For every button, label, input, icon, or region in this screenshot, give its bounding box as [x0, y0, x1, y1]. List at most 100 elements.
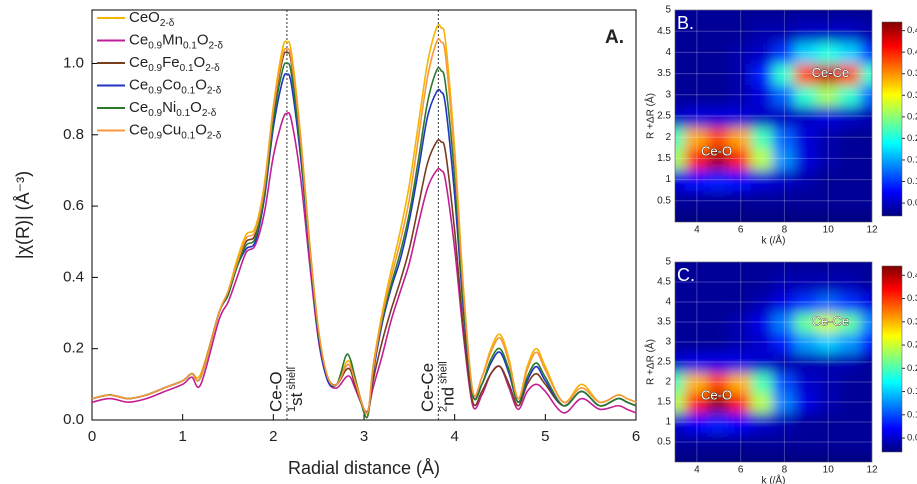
heatmap-cell: [772, 391, 797, 413]
heatmap-cell: [706, 431, 731, 453]
heatmap-cell: [706, 371, 731, 393]
data-line: [91, 62, 637, 419]
y-tick-label: 5: [665, 5, 671, 16]
heatmap-cell: [816, 19, 841, 43]
heatmap-cell: [860, 331, 872, 353]
heatmap-cell: [706, 62, 731, 86]
heatmap-cell: [816, 331, 841, 353]
heatmap-cell: [860, 411, 872, 433]
y-tick-label: 0.5: [657, 437, 671, 448]
heatmap-cell: [794, 40, 819, 64]
heatmap-cell: [816, 351, 841, 373]
heatmap-cell: [728, 104, 753, 128]
panel-label: C.: [677, 265, 695, 285]
heatmap-cell: [772, 125, 797, 149]
heatmap-cell: [838, 291, 863, 313]
heatmap-cell: [675, 125, 687, 149]
heatmap-cell: [816, 431, 841, 453]
x-tick-label: 1: [178, 428, 186, 445]
heatmap-cell: [750, 146, 775, 170]
heatmap-cell: [728, 371, 753, 393]
legend-label: Ce0.9Ni0.1O2-δ: [129, 99, 217, 119]
heatmap-cell: [794, 371, 819, 393]
heatmap-cell: [750, 168, 775, 192]
heatmap-cell: [860, 210, 872, 222]
heatmap-cell: [684, 411, 709, 433]
x-tick-label: 6: [738, 225, 744, 236]
colorbar-tick-label: 0.35: [907, 293, 917, 304]
heatmap-cell: [684, 83, 709, 107]
heatmap-cell: [706, 104, 731, 128]
heatmap-cell: [728, 351, 753, 373]
x-tick-label: 6: [738, 465, 744, 476]
annotation: 1st shell: [286, 367, 307, 412]
heatmap-cell: [794, 311, 819, 333]
heatmap-cell: [706, 189, 731, 213]
legend-label: Ce0.9Cu0.1O2-δ: [129, 121, 222, 141]
heatmap-cell: [684, 10, 709, 22]
x-tick-label: 10: [823, 465, 835, 476]
heatmap-cell: [728, 451, 753, 462]
panel-label: A.: [605, 27, 624, 48]
heatmap-cell: [675, 62, 687, 86]
heatmap-cell: [838, 19, 863, 43]
heatmap-cell: [706, 19, 731, 43]
heatmap-cell: [684, 19, 709, 43]
heatmap-cell: [860, 351, 872, 373]
heatmap-cell: [684, 168, 709, 192]
heatmap-cell: [838, 391, 863, 413]
x-tick-label: 4: [694, 225, 700, 236]
heatmap-cell: [728, 431, 753, 453]
heatmap-cell: [794, 210, 819, 222]
heatmap-cell: [706, 125, 731, 149]
heatmap-cell: [675, 411, 687, 433]
heatmap-cell: [772, 411, 797, 433]
heatmap-cell: [750, 411, 775, 433]
heatmap-cell: [794, 262, 819, 273]
heatmap-cell: [860, 19, 872, 43]
y-tick-label: 2.5: [657, 357, 671, 368]
heatmap-cell: [838, 40, 863, 64]
heatmap-cell: [728, 10, 753, 22]
heatmap-cell: [860, 125, 872, 149]
heatmap-cell: [838, 83, 863, 107]
heatmap-cell: [772, 40, 797, 64]
heatmap-cell: [728, 262, 753, 273]
x-tick-label: 5: [541, 428, 549, 445]
colorbar-tick-label: 0.35: [907, 68, 917, 79]
heatmap-cell: [675, 311, 687, 333]
region-label: Ce-O: [701, 143, 732, 158]
heatmap-cell: [816, 168, 841, 192]
x-tick-label: 0: [88, 428, 96, 445]
heatmap-cell: [772, 210, 797, 222]
heatmap-cell: [684, 451, 709, 462]
y-tick-label: 0.2: [63, 340, 84, 357]
y-axis-label: R +ΔR (Å): [644, 93, 657, 139]
heatmap-cell: [860, 311, 872, 333]
heatmap-cell: [794, 146, 819, 170]
colorbar-tick-label: 0.4: [907, 47, 917, 58]
x-tick-label: 6: [632, 428, 640, 445]
heatmap-cell: [750, 391, 775, 413]
heatmap-cell: [750, 451, 775, 462]
y-tick-label: 4.5: [657, 277, 671, 288]
heatmap-cell: [838, 411, 863, 433]
heatmap-cells: [675, 262, 872, 462]
heatmap-cell: [816, 291, 841, 313]
y-tick-label: 0.8: [63, 126, 84, 143]
plot-frame: [674, 9, 873, 223]
colorbar-tick-label: 0.25: [907, 111, 917, 122]
heatmap-cell: [675, 331, 687, 353]
annotation: Ce-Ce: [418, 363, 437, 412]
x-tick-label: 12: [866, 225, 878, 236]
heatmap-cell: [816, 83, 841, 107]
heatmap-cell: [816, 271, 841, 293]
heatmap-cell: [675, 104, 687, 128]
colorbar-tick-label: 0.4: [907, 270, 917, 281]
y-tick-label: 1.5: [657, 153, 671, 164]
heatmap-cell: [728, 62, 753, 86]
y-tick-label: 0.6: [63, 197, 84, 214]
heatmap-cell: [772, 271, 797, 293]
x-tick-label: 3: [360, 428, 368, 445]
